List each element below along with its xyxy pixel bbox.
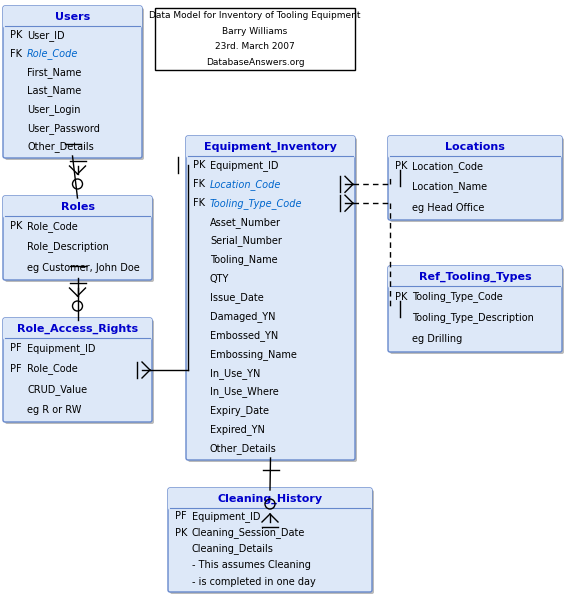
FancyBboxPatch shape — [390, 268, 564, 354]
FancyBboxPatch shape — [3, 196, 152, 218]
Text: Embossed_YN: Embossed_YN — [210, 330, 278, 341]
Text: Last_Name: Last_Name — [27, 86, 81, 96]
Text: Expiry_Date: Expiry_Date — [210, 405, 269, 416]
Text: Role_Access_Rights: Role_Access_Rights — [17, 324, 138, 334]
FancyBboxPatch shape — [3, 6, 142, 28]
Text: Other_Details: Other_Details — [210, 443, 277, 454]
FancyBboxPatch shape — [188, 138, 357, 462]
Text: First_Name: First_Name — [27, 67, 81, 78]
Text: Asset_Number: Asset_Number — [210, 216, 281, 227]
Text: eg R or RW: eg R or RW — [27, 405, 81, 415]
Text: PK: PK — [10, 30, 22, 40]
Text: FK: FK — [10, 49, 22, 59]
Text: Equipment_Inventory: Equipment_Inventory — [204, 142, 337, 152]
Text: PK: PK — [175, 527, 187, 538]
Text: 23rd. March 2007: 23rd. March 2007 — [215, 42, 295, 51]
Text: Role_Description: Role_Description — [27, 242, 109, 252]
Text: FK: FK — [193, 198, 205, 208]
FancyBboxPatch shape — [388, 266, 562, 288]
Text: PF: PF — [10, 343, 22, 353]
Text: PK: PK — [193, 160, 205, 170]
FancyBboxPatch shape — [390, 138, 564, 222]
Text: Tooling_Name: Tooling_Name — [210, 254, 278, 266]
FancyBboxPatch shape — [186, 136, 355, 460]
Text: User_ID: User_ID — [27, 30, 65, 41]
Text: Equipment_ID: Equipment_ID — [192, 511, 261, 521]
Text: - This assumes Cleaning: - This assumes Cleaning — [192, 560, 311, 570]
Text: PF: PF — [175, 511, 187, 521]
Text: Cleaning_Details: Cleaning_Details — [192, 544, 274, 554]
FancyBboxPatch shape — [186, 136, 355, 158]
Text: In_Use_Where: In_Use_Where — [210, 386, 278, 398]
Text: QTY: QTY — [210, 274, 229, 283]
Text: PF: PF — [10, 364, 22, 374]
Text: Roles: Roles — [61, 202, 95, 212]
FancyBboxPatch shape — [5, 8, 144, 160]
Text: Tooling_Type_Code: Tooling_Type_Code — [210, 198, 303, 209]
Text: eg Drilling: eg Drilling — [412, 334, 462, 344]
Text: eg Customer, John Doe: eg Customer, John Doe — [27, 263, 140, 273]
FancyBboxPatch shape — [168, 488, 372, 510]
Text: Damaged_YN: Damaged_YN — [210, 311, 276, 322]
Text: Serial_Number: Serial_Number — [210, 236, 282, 246]
Text: Expired_YN: Expired_YN — [210, 424, 265, 435]
FancyBboxPatch shape — [5, 198, 154, 282]
Text: Location_Code: Location_Code — [412, 161, 483, 172]
Text: User_Login: User_Login — [27, 104, 80, 115]
Text: Role_Code: Role_Code — [27, 48, 79, 59]
Text: Embossing_Name: Embossing_Name — [210, 349, 297, 359]
Text: Role_Code: Role_Code — [27, 221, 78, 232]
Text: Equipment_ID: Equipment_ID — [27, 343, 96, 353]
FancyBboxPatch shape — [170, 490, 374, 594]
FancyBboxPatch shape — [3, 318, 152, 340]
Text: CRUD_Value: CRUD_Value — [27, 384, 87, 395]
Text: DatabaseAnswers.org: DatabaseAnswers.org — [206, 58, 304, 67]
Text: Location_Code: Location_Code — [210, 179, 281, 190]
Bar — [155, 8, 355, 70]
Text: Role_Code: Role_Code — [27, 364, 78, 374]
FancyBboxPatch shape — [388, 266, 562, 352]
Text: FK: FK — [193, 179, 205, 190]
FancyBboxPatch shape — [168, 488, 372, 592]
Text: Ref_Tooling_Types: Ref_Tooling_Types — [419, 272, 531, 282]
Text: In_Use_YN: In_Use_YN — [210, 368, 260, 379]
FancyBboxPatch shape — [3, 318, 152, 422]
Text: Cleaning_History: Cleaning_History — [217, 494, 323, 504]
FancyBboxPatch shape — [388, 136, 562, 220]
FancyBboxPatch shape — [3, 6, 142, 158]
Text: Users: Users — [55, 12, 90, 22]
Text: PK: PK — [395, 292, 407, 301]
Text: Barry Williams: Barry Williams — [222, 27, 288, 36]
Text: Tooling_Type_Code: Tooling_Type_Code — [412, 291, 503, 302]
Text: PK: PK — [395, 161, 407, 172]
Text: Equipment_ID: Equipment_ID — [210, 160, 278, 171]
Text: Tooling_Type_Description: Tooling_Type_Description — [412, 313, 534, 324]
Text: User_Password: User_Password — [27, 123, 100, 133]
Text: Data Model for Inventory of Tooling Equipment: Data Model for Inventory of Tooling Equi… — [149, 11, 361, 20]
Text: Locations: Locations — [445, 142, 505, 152]
Text: eg Head Office: eg Head Office — [412, 203, 484, 213]
FancyBboxPatch shape — [388, 136, 562, 158]
Text: Issue_Date: Issue_Date — [210, 292, 264, 303]
Text: PK: PK — [10, 221, 22, 231]
Text: Other_Details: Other_Details — [27, 141, 94, 152]
FancyBboxPatch shape — [5, 320, 154, 424]
Text: Location_Name: Location_Name — [412, 182, 487, 193]
Text: - is completed in one day: - is completed in one day — [192, 577, 316, 587]
FancyBboxPatch shape — [3, 196, 152, 280]
Text: Cleaning_Session_Date: Cleaning_Session_Date — [192, 527, 305, 538]
